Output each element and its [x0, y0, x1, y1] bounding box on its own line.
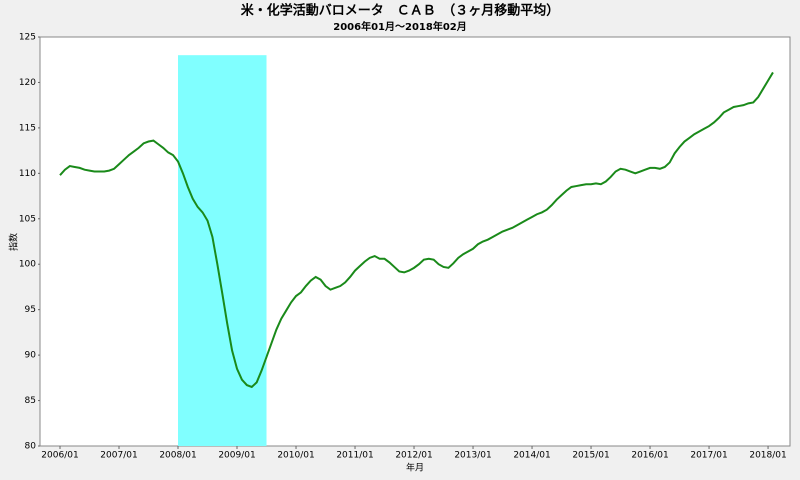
x-tick-label: 2009/01: [218, 451, 255, 461]
y-tick-label: 90: [25, 351, 37, 361]
x-axis-label: 年月: [406, 462, 424, 474]
data-line: [59, 71, 774, 389]
x-tick-label: 2014/01: [513, 451, 550, 461]
y-tick-label: 125: [19, 33, 36, 43]
x-tick-label: 2008/01: [159, 451, 196, 461]
plot-area: [39, 36, 791, 447]
chart-subtitle: 2006年01月～2018年02月: [333, 20, 467, 33]
y-tick-label: 110: [19, 169, 36, 179]
x-tick-label: 2015/01: [572, 451, 609, 461]
x-tick-label: 2007/01: [100, 451, 137, 461]
y-tick-label: 95: [25, 305, 36, 315]
x-tick-label: 2017/01: [690, 451, 727, 461]
y-axis-label: 指数: [8, 233, 20, 251]
y-tick-label: 80: [25, 442, 37, 452]
y-tick-label: 100: [19, 260, 36, 270]
x-tick-label: 2010/01: [277, 451, 314, 461]
y-tick-label: 105: [19, 214, 36, 224]
y-tick-label: 120: [19, 78, 36, 88]
x-tick-label: 2018/01: [749, 451, 786, 461]
y-tick-label: 115: [19, 123, 36, 133]
x-tick-label: 2013/01: [454, 451, 491, 461]
x-tick-label: 2011/01: [336, 451, 373, 461]
x-tick-label: 2006/01: [41, 451, 78, 461]
highlight-band: [178, 55, 267, 447]
chart-title: 米・化学活動バロメータ ＣＡＢ （３ヶ月移動平均）: [241, 3, 560, 19]
y-tick-label: 85: [25, 396, 36, 406]
x-tick-label: 2012/01: [395, 451, 432, 461]
x-tick-label: 2016/01: [631, 451, 668, 461]
